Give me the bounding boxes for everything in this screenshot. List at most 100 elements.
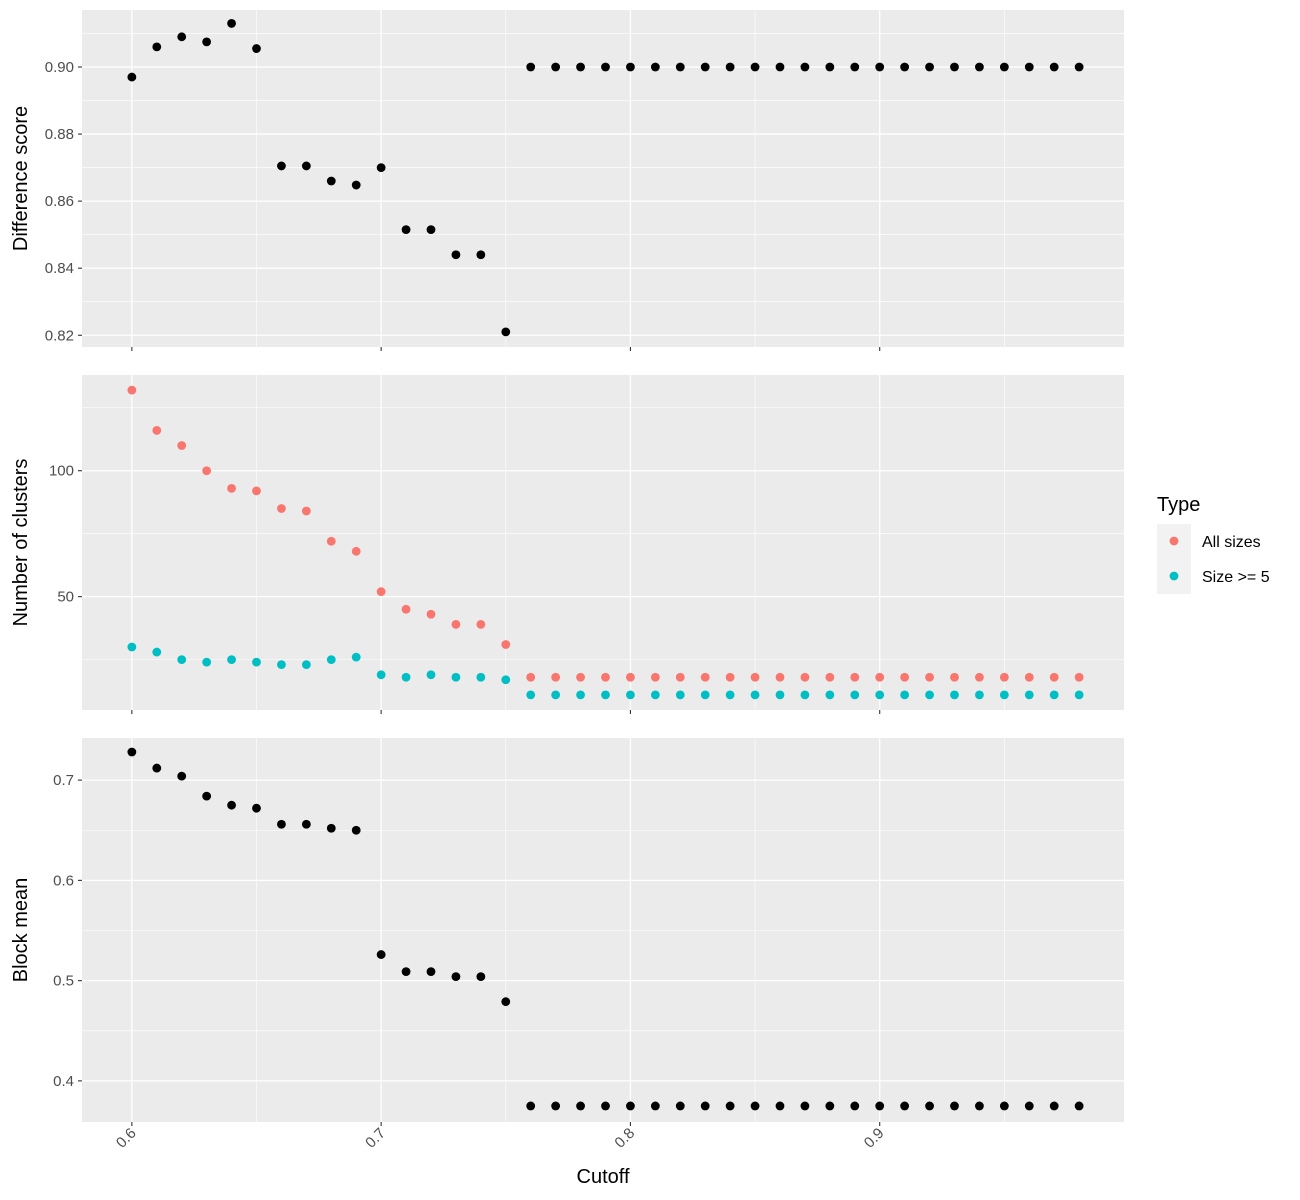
data-point bbox=[227, 483, 236, 493]
data-point bbox=[825, 1101, 835, 1111]
data-point bbox=[675, 672, 685, 682]
y-tick-label: 0.84 bbox=[45, 260, 74, 277]
y-tick-label: 50 bbox=[57, 589, 74, 606]
data-point bbox=[152, 763, 162, 773]
data-point bbox=[1024, 62, 1034, 72]
data-point bbox=[775, 690, 785, 700]
data-point bbox=[950, 62, 959, 72]
x-axis-title: Cutoff bbox=[577, 1166, 630, 1188]
data-point bbox=[1049, 672, 1059, 682]
data-point bbox=[526, 672, 536, 682]
data-point bbox=[601, 1101, 610, 1111]
legend-title: Type bbox=[1157, 494, 1200, 516]
data-point bbox=[526, 62, 536, 72]
data-point bbox=[351, 180, 361, 190]
data-point bbox=[202, 791, 212, 801]
data-point bbox=[626, 62, 635, 72]
data-point bbox=[252, 657, 261, 667]
panel-background bbox=[82, 375, 1124, 710]
y-axis-title-number-of-clusters: Number of clusters bbox=[10, 459, 32, 627]
data-point bbox=[825, 672, 835, 682]
data-point bbox=[675, 1101, 685, 1111]
data-point bbox=[900, 1101, 910, 1111]
data-point bbox=[750, 62, 760, 72]
data-point bbox=[675, 62, 685, 72]
data-point bbox=[202, 657, 212, 667]
data-point bbox=[626, 690, 635, 700]
data-point bbox=[252, 44, 261, 53]
data-point bbox=[850, 672, 860, 682]
data-point bbox=[152, 426, 162, 435]
data-point bbox=[750, 690, 760, 700]
data-point bbox=[127, 747, 137, 757]
data-point bbox=[451, 250, 461, 260]
data-point bbox=[650, 62, 660, 72]
data-point bbox=[925, 690, 934, 700]
data-point bbox=[900, 62, 910, 72]
data-point bbox=[252, 486, 261, 496]
data-point bbox=[725, 690, 735, 700]
data-point bbox=[551, 672, 561, 682]
data-point bbox=[725, 1101, 735, 1111]
data-point bbox=[650, 690, 660, 700]
data-point bbox=[127, 642, 137, 652]
data-point bbox=[1074, 672, 1084, 682]
data-point bbox=[999, 62, 1009, 72]
data-point bbox=[401, 967, 411, 977]
data-point bbox=[875, 672, 885, 682]
y-tick-label: 0.7 bbox=[53, 772, 74, 789]
data-point bbox=[351, 546, 361, 556]
y-axis-title-difference-score: Difference score bbox=[10, 106, 32, 251]
data-point bbox=[177, 32, 187, 42]
data-point bbox=[1074, 62, 1084, 72]
data-point bbox=[999, 690, 1009, 700]
data-point bbox=[227, 800, 236, 810]
legend: Type All sizes Size >= 5 bbox=[1157, 494, 1270, 594]
data-point bbox=[301, 506, 311, 516]
data-point bbox=[1024, 690, 1034, 700]
data-point bbox=[576, 1101, 585, 1111]
data-point bbox=[875, 690, 885, 700]
data-point bbox=[127, 72, 137, 82]
data-point bbox=[626, 672, 635, 682]
data-point bbox=[1024, 672, 1034, 682]
y-tick-label: 0.86 bbox=[45, 193, 74, 210]
data-point bbox=[177, 441, 187, 450]
data-point bbox=[401, 672, 411, 682]
data-point bbox=[875, 1101, 885, 1111]
data-point bbox=[501, 675, 511, 685]
data-point bbox=[551, 62, 561, 72]
data-point bbox=[351, 825, 361, 835]
data-point bbox=[277, 504, 286, 513]
data-point bbox=[426, 670, 436, 680]
panel-background bbox=[82, 10, 1124, 347]
data-point bbox=[825, 690, 835, 700]
data-point bbox=[277, 819, 286, 829]
data-point bbox=[650, 672, 660, 682]
data-point bbox=[850, 1101, 860, 1111]
data-point bbox=[401, 604, 411, 614]
data-point bbox=[376, 587, 386, 597]
data-point bbox=[1049, 1101, 1059, 1111]
data-point bbox=[850, 690, 860, 700]
data-point bbox=[1049, 62, 1059, 72]
y-tick-label: 0.4 bbox=[53, 1073, 74, 1090]
data-point bbox=[476, 619, 486, 629]
data-point bbox=[1049, 690, 1059, 700]
data-point bbox=[775, 1101, 785, 1111]
y-tick-label: 100 bbox=[49, 463, 74, 480]
data-point bbox=[725, 62, 735, 72]
data-point bbox=[975, 1101, 984, 1111]
data-point bbox=[277, 660, 286, 670]
data-point bbox=[177, 655, 187, 665]
data-point bbox=[326, 823, 336, 833]
data-point bbox=[775, 672, 785, 682]
data-point bbox=[501, 997, 511, 1007]
data-point bbox=[975, 690, 984, 700]
data-point bbox=[950, 672, 959, 682]
data-point bbox=[925, 1101, 934, 1111]
data-point bbox=[202, 37, 212, 47]
data-point bbox=[301, 161, 311, 171]
data-point bbox=[152, 647, 162, 657]
data-point bbox=[900, 690, 910, 700]
